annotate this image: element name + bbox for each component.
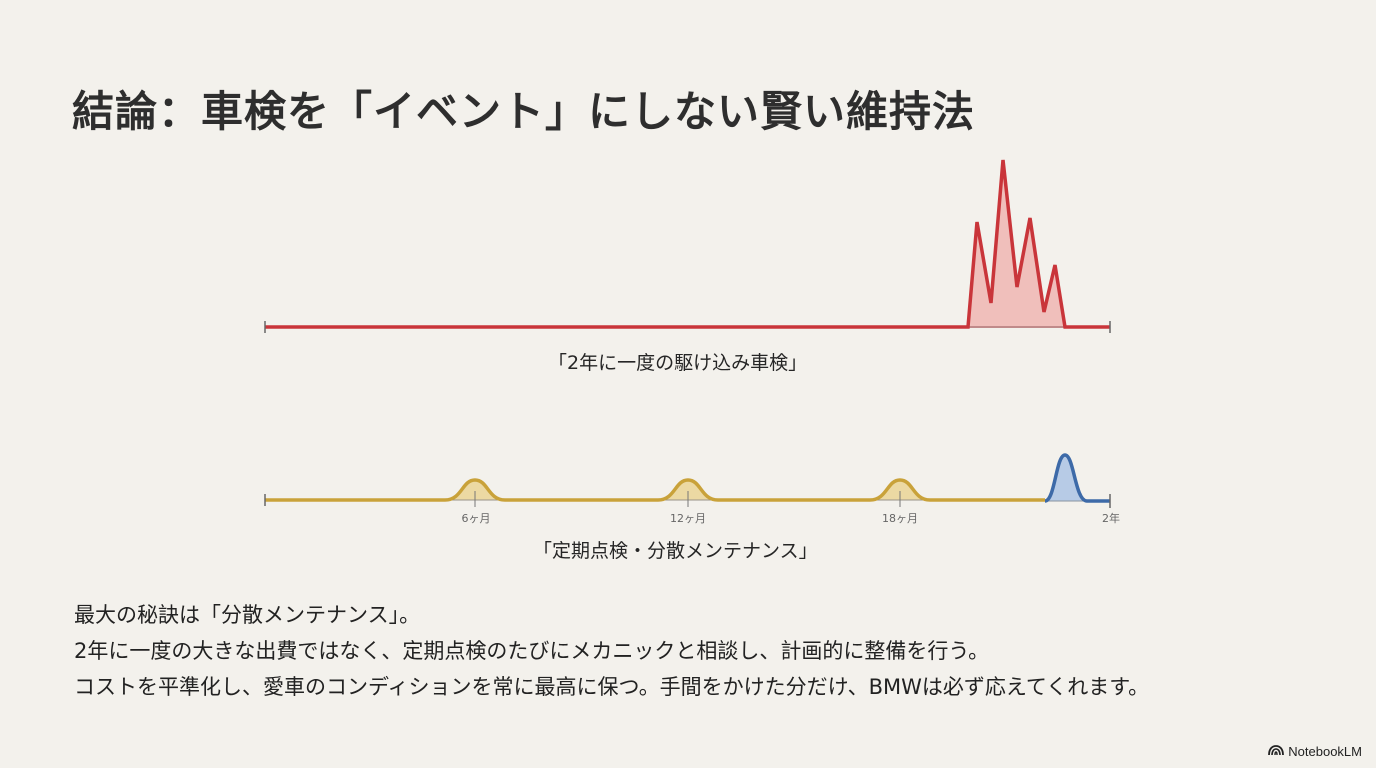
tick-label-12m: 12ヶ月 bbox=[670, 512, 706, 525]
tick-label-2y: 2年 bbox=[1102, 512, 1120, 525]
brand-label: NotebookLM bbox=[1288, 744, 1362, 759]
spike-fill bbox=[968, 160, 1065, 327]
distributed-caption: 「定期点検・分散メンテナンス」 bbox=[533, 540, 818, 562]
summary-text: 最大の秘訣は「分散メンテナンス」。 2年に一度の大きな出費ではなく、定期点検のた… bbox=[74, 597, 1149, 705]
slide-title: 結論：車検を「イベント」にしない賢い維持法 bbox=[72, 87, 976, 136]
summary-line-2: 2年に一度の大きな出費ではなく、定期点検のたびにメカニックと相談し、計画的に整備… bbox=[74, 639, 990, 663]
summary-line-3: コストを平準化し、愛車のコンディションを常に最高に保つ。手間をかけた分だけ、BM… bbox=[74, 675, 1150, 699]
bump-18m-fill bbox=[870, 480, 930, 500]
spike-chart bbox=[264, 159, 1111, 333]
tick-label-18m: 18ヶ月 bbox=[882, 512, 918, 525]
brand-watermark: NotebookLM bbox=[1268, 744, 1362, 759]
spike-caption: 「2年に一度の駆け込み車検」 bbox=[548, 352, 808, 374]
distributed-chart bbox=[264, 453, 1111, 508]
tick-label-6m: 6ヶ月 bbox=[461, 512, 491, 525]
inspection-line bbox=[1044, 453, 1110, 503]
notebooklm-icon bbox=[1268, 744, 1285, 759]
bump-12m-fill bbox=[658, 480, 718, 500]
summary-line-1: 最大の秘訣は「分散メンテナンス」。 bbox=[74, 603, 421, 627]
spike-line bbox=[265, 159, 1110, 329]
maintenance-line bbox=[265, 478, 1045, 502]
bump-6m-fill bbox=[445, 480, 505, 500]
